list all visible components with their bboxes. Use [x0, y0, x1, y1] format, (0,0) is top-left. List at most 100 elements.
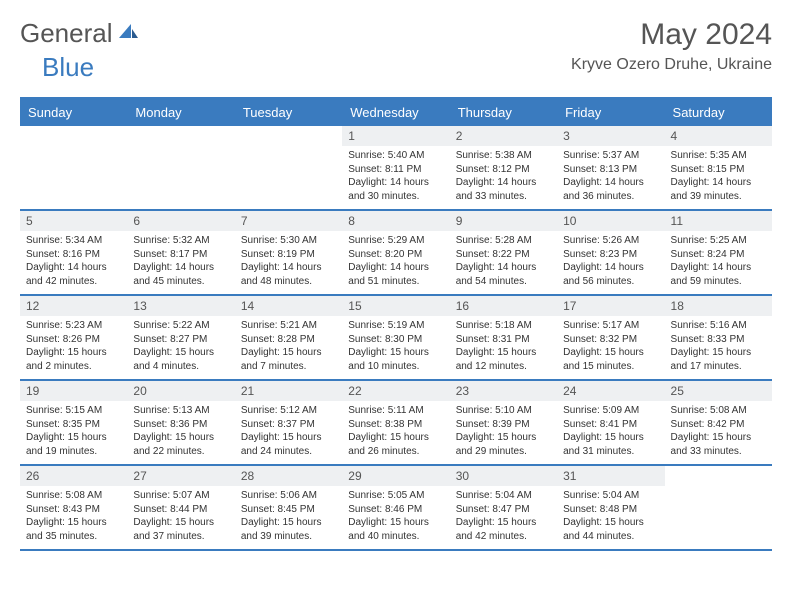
logo: General [20, 18, 141, 49]
sun-info: Sunrise: 5:04 AMSunset: 8:48 PMDaylight:… [563, 489, 658, 543]
sail-icon [117, 18, 139, 49]
sun-info: Sunrise: 5:18 AMSunset: 8:31 PMDaylight:… [456, 319, 551, 373]
title-block: May 2024 Kryve Ozero Druhe, Ukraine [571, 18, 772, 74]
day-header: Wednesday [342, 99, 449, 126]
day-cell: 22 Sunrise: 5:11 AMSunset: 8:38 PMDayligh… [342, 381, 449, 464]
sun-info: Sunrise: 5:19 AMSunset: 8:30 PMDaylight:… [348, 319, 443, 373]
day-cell: 24Sunrise: 5:09 AMSunset: 8:41 PMDayligh… [557, 381, 664, 464]
day-header: Saturday [665, 99, 772, 126]
logo-text-2: Blue [42, 52, 94, 83]
sun-info: Sunrise: 5:12 AMSunset: 8:37 PMDaylight:… [241, 404, 336, 458]
sun-info: Sunrise: 5:05 AMSunset: 8:46 PMDaylight:… [348, 489, 443, 543]
day-cell: 26Sunrise: 5:08 AMSunset: 8:43 PMDayligh… [20, 466, 127, 549]
day-number: 13 [127, 296, 234, 316]
sun-info: Sunrise: 5:04 AMSunset: 8:47 PMDaylight:… [456, 489, 551, 543]
day-cell: 31 Sunrise: 5:04 AMSunset: 8:48 PMDayligh… [557, 466, 664, 549]
sun-info: Sunrise: 5:25 AMSunset: 8:24 PMDaylight:… [671, 234, 766, 288]
day-cell: 25 Sunrise: 5:08 AMSunset: 8:42 PMDayligh… [665, 381, 772, 464]
sun-info: Sunrise: 5:30 AMSunset: 8:19 PMDaylight:… [241, 234, 336, 288]
day-number: 7 [235, 211, 342, 231]
sun-info: Sunrise: 5:23 AMSunset: 8:26 PMDaylight:… [26, 319, 121, 373]
day-cell: 16 Sunrise: 5:18 AMSunset: 8:31 PMDayligh… [450, 296, 557, 379]
day-cell: 29Sunrise: 5:05 AMSunset: 8:46 PMDayligh… [342, 466, 449, 549]
day-number: 24 [557, 381, 664, 401]
day-number: 21 [235, 381, 342, 401]
day-number: 3 [557, 126, 664, 146]
day-cell [127, 126, 234, 209]
day-number: 11 [665, 211, 772, 231]
day-cell: 12 Sunrise: 5:23 AMSunset: 8:26 PMDayligh… [20, 296, 127, 379]
day-cell [20, 126, 127, 209]
month-title: May 2024 [571, 18, 772, 52]
week-row: 26Sunrise: 5:08 AMSunset: 8:43 PMDayligh… [20, 466, 772, 551]
day-cell: 6Sunrise: 5:32 AMSunset: 8:17 PMDaylight… [127, 211, 234, 294]
sun-info: Sunrise: 5:40 AMSunset: 8:11 PMDaylight:… [348, 149, 443, 203]
sun-info: Sunrise: 5:08 AMSunset: 8:42 PMDaylight:… [671, 404, 766, 458]
day-cell: 1 Sunrise: 5:40 AMSunset: 8:11 PMDaylight… [342, 126, 449, 209]
day-number: 6 [127, 211, 234, 231]
day-number: 12 [20, 296, 127, 316]
day-cell: 10Sunrise: 5:26 AMSunset: 8:23 PMDayligh… [557, 211, 664, 294]
day-cell: 8 Sunrise: 5:29 AMSunset: 8:20 PMDaylight… [342, 211, 449, 294]
sun-info: Sunrise: 5:34 AMSunset: 8:16 PMDaylight:… [26, 234, 121, 288]
day-number: 14 [235, 296, 342, 316]
sun-info: Sunrise: 5:17 AMSunset: 8:32 PMDaylight:… [563, 319, 658, 373]
day-number: 28 [235, 466, 342, 486]
day-number: 27 [127, 466, 234, 486]
sun-info: Sunrise: 5:07 AMSunset: 8:44 PMDaylight:… [133, 489, 228, 543]
day-header: Friday [557, 99, 664, 126]
week-row: 19 Sunrise: 5:15 AMSunset: 8:35 PMDayligh… [20, 381, 772, 466]
day-number: 18 [665, 296, 772, 316]
week-row: 5 Sunrise: 5:34 AMSunset: 8:16 PMDaylight… [20, 211, 772, 296]
sun-info: Sunrise: 5:16 AMSunset: 8:33 PMDaylight:… [671, 319, 766, 373]
day-cell: 9Sunrise: 5:28 AMSunset: 8:22 PMDaylight… [450, 211, 557, 294]
sun-info: Sunrise: 5:28 AMSunset: 8:22 PMDaylight:… [456, 234, 551, 288]
day-number: 20 [127, 381, 234, 401]
day-cell: 20Sunrise: 5:13 AMSunset: 8:36 PMDayligh… [127, 381, 234, 464]
day-number: 5 [20, 211, 127, 231]
day-cell: 2Sunrise: 5:38 AMSunset: 8:12 PMDaylight… [450, 126, 557, 209]
day-cell [235, 126, 342, 209]
week-row: 1 Sunrise: 5:40 AMSunset: 8:11 PMDaylight… [20, 126, 772, 211]
day-number: 19 [20, 381, 127, 401]
day-number: 10 [557, 211, 664, 231]
day-cell: 27 Sunrise: 5:07 AMSunset: 8:44 PMDayligh… [127, 466, 234, 549]
day-cell: 5 Sunrise: 5:34 AMSunset: 8:16 PMDaylight… [20, 211, 127, 294]
day-cell: 3Sunrise: 5:37 AMSunset: 8:13 PMDaylight… [557, 126, 664, 209]
day-number: 25 [665, 381, 772, 401]
day-cell: 7 Sunrise: 5:30 AMSunset: 8:19 PMDaylight… [235, 211, 342, 294]
week-row: 12 Sunrise: 5:23 AMSunset: 8:26 PMDayligh… [20, 296, 772, 381]
sun-info: Sunrise: 5:10 AMSunset: 8:39 PMDaylight:… [456, 404, 551, 458]
day-cell: 30 Sunrise: 5:04 AMSunset: 8:47 PMDayligh… [450, 466, 557, 549]
day-cell: 21 Sunrise: 5:12 AMSunset: 8:37 PMDayligh… [235, 381, 342, 464]
day-cell: 11 Sunrise: 5:25 AMSunset: 8:24 PMDayligh… [665, 211, 772, 294]
day-number: 4 [665, 126, 772, 146]
sun-info: Sunrise: 5:29 AMSunset: 8:20 PMDaylight:… [348, 234, 443, 288]
sun-info: Sunrise: 5:35 AMSunset: 8:15 PMDaylight:… [671, 149, 766, 203]
day-cell: 15 Sunrise: 5:19 AMSunset: 8:30 PMDayligh… [342, 296, 449, 379]
day-number: 1 [342, 126, 449, 146]
day-number: 22 [342, 381, 449, 401]
day-header-row: SundayMondayTuesdayWednesdayThursdayFrid… [20, 99, 772, 126]
day-cell: 28 Sunrise: 5:06 AMSunset: 8:45 PMDayligh… [235, 466, 342, 549]
sun-info: Sunrise: 5:06 AMSunset: 8:45 PMDaylight:… [241, 489, 336, 543]
day-cell: 18 Sunrise: 5:16 AMSunset: 8:33 PMDayligh… [665, 296, 772, 379]
day-number: 26 [20, 466, 127, 486]
day-number: 30 [450, 466, 557, 486]
sun-info: Sunrise: 5:11 AMSunset: 8:38 PMDaylight:… [348, 404, 443, 458]
day-number: 31 [557, 466, 664, 486]
day-number: 16 [450, 296, 557, 316]
day-header: Monday [127, 99, 234, 126]
day-number: 8 [342, 211, 449, 231]
day-number: 15 [342, 296, 449, 316]
sun-info: Sunrise: 5:22 AMSunset: 8:27 PMDaylight:… [133, 319, 228, 373]
day-cell: 17Sunrise: 5:17 AMSunset: 8:32 PMDayligh… [557, 296, 664, 379]
weeks-container: 1 Sunrise: 5:40 AMSunset: 8:11 PMDaylight… [20, 126, 772, 551]
day-cell: 13 Sunrise: 5:22 AMSunset: 8:27 PMDayligh… [127, 296, 234, 379]
sun-info: Sunrise: 5:38 AMSunset: 8:12 PMDaylight:… [456, 149, 551, 203]
sun-info: Sunrise: 5:15 AMSunset: 8:35 PMDaylight:… [26, 404, 121, 458]
day-header: Thursday [450, 99, 557, 126]
logo-text-1: General [20, 18, 113, 49]
day-cell [665, 466, 772, 549]
calendar: SundayMondayTuesdayWednesdayThursdayFrid… [20, 97, 772, 551]
